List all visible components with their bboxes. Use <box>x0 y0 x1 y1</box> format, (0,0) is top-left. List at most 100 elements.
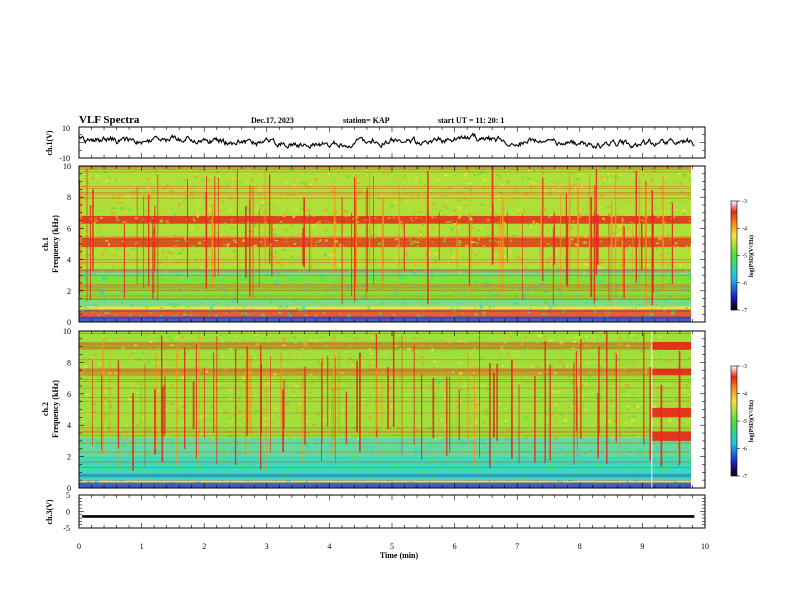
spectrogram-speckle <box>233 296 236 300</box>
spectrogram-speckle <box>631 398 635 400</box>
spectrogram-speckle <box>527 224 530 227</box>
spectrogram-speckle <box>314 257 319 260</box>
spectrogram-speckle <box>385 447 389 451</box>
spectrogram-speckle <box>262 315 266 317</box>
spectrogram-speckle <box>164 356 166 358</box>
spectrogram-speckle <box>450 375 452 378</box>
spectrogram-speckle <box>120 300 124 304</box>
spectrogram-speckle <box>565 365 568 368</box>
spectrogram-speckle <box>152 207 156 209</box>
spectrogram-speckle <box>673 481 678 483</box>
spectrogram-speckle <box>101 252 105 254</box>
spectrogram-speckle <box>438 191 440 193</box>
spectrogram-speckle <box>405 253 408 256</box>
spectrogram-speckle <box>150 377 152 380</box>
spectrogram-speckle <box>567 167 571 170</box>
spectrogram-speckle <box>467 215 471 218</box>
spectrogram-speckle <box>258 475 262 478</box>
spectrogram-speckle <box>505 437 509 440</box>
spectrogram-speckle <box>140 261 142 263</box>
spectrogram-speckle <box>89 462 91 466</box>
spectrogram-speckle <box>178 203 181 207</box>
spectrogram-speckle <box>537 304 539 307</box>
spectrogram-speckle <box>152 176 156 178</box>
spectrogram-speckle <box>360 262 362 265</box>
spectrogram-speckle <box>418 379 422 382</box>
spectrogram-speckle <box>574 186 577 190</box>
spectrogram-speckle <box>452 424 455 426</box>
spectrogram-speckle <box>690 300 691 303</box>
spectrogram-speckle <box>433 267 435 270</box>
spectrogram-speckle <box>118 274 121 277</box>
spectrogram-speckle <box>508 250 512 253</box>
spectrogram-speckle <box>299 168 304 170</box>
spectrogram-speckle <box>287 441 290 443</box>
spectrogram-speckle <box>380 439 383 441</box>
spectrogram-speckle <box>650 168 654 170</box>
spectrogram-speckle <box>463 382 466 385</box>
spectrogram-speckle <box>357 190 360 193</box>
spectrogram-speckle <box>494 453 496 455</box>
spectrogram-speckle <box>479 300 482 303</box>
spectrogram-speckle <box>317 252 321 256</box>
spectrogram-speckle <box>451 455 453 457</box>
spectrogram-speckle <box>621 296 623 300</box>
spectrogram-speckle <box>603 422 606 425</box>
spectrogram-speckle <box>302 182 304 184</box>
spectrogram-speckle <box>286 480 291 482</box>
spectrogram-speckle <box>562 365 567 369</box>
spectrogram-speckle <box>630 450 632 453</box>
y-tick-label: 6 <box>67 224 71 233</box>
spectrogram-speckle <box>514 301 518 305</box>
spectrogram-speckle <box>577 214 582 218</box>
spectrogram-speckle <box>629 184 633 186</box>
spectrogram-speckle <box>362 345 366 348</box>
spectrogram-speckle <box>689 210 691 212</box>
spectrogram-speckle <box>296 198 300 201</box>
spectrogram-speckle <box>400 347 402 350</box>
spectrogram-speckle <box>665 384 668 387</box>
spectrogram-speckle <box>100 291 103 293</box>
spectrogram-speckle <box>204 247 206 250</box>
spectrogram-speckle <box>463 198 467 200</box>
spectrogram-speckle <box>359 239 361 242</box>
spectrogram-speckle <box>624 369 626 371</box>
spectrogram-speckle <box>142 416 147 419</box>
spectrogram-speckle <box>639 403 643 405</box>
spectrogram-speckle <box>609 403 611 405</box>
spectrogram-speckle <box>342 408 346 411</box>
spectrogram-speckle <box>606 284 609 286</box>
spectrogram-speckle <box>633 236 636 239</box>
spectrogram-speckle <box>427 461 431 465</box>
spectrogram-speckle <box>204 292 207 294</box>
spectrogram-speckle <box>411 241 413 243</box>
spectrogram-speckle <box>161 278 165 280</box>
spectrogram-speckle <box>331 462 335 465</box>
spectrogram-speckle <box>596 397 598 400</box>
spectrogram-speckle <box>183 308 188 311</box>
spectrogram-speckle <box>89 189 94 190</box>
spectrogram-speckle <box>239 417 241 420</box>
spectrogram-speckle <box>139 272 141 276</box>
spectrogram-speckle <box>688 217 690 219</box>
spectrogram-speckle <box>595 248 597 252</box>
spectrogram-speckle <box>365 404 369 407</box>
spectrogram-speckle <box>421 222 424 226</box>
spectrogram-speckle <box>617 226 622 229</box>
spectrogram-speckle <box>214 457 216 460</box>
spectrogram-speckle <box>391 231 393 234</box>
spectrogram-speckle <box>408 442 411 445</box>
spectrogram-speckle <box>506 180 510 183</box>
spectrogram-speckle <box>92 353 97 356</box>
spectrogram-speckle <box>218 189 221 192</box>
spectrogram-speckle <box>82 353 85 355</box>
spectrogram-speckle <box>242 464 246 467</box>
spectrogram-speckle <box>655 465 657 467</box>
spectrogram-speckle <box>291 181 293 183</box>
spectrogram-speckle <box>622 364 624 366</box>
spectrogram-speckle <box>518 333 520 336</box>
spectrogram-speckle <box>79 438 84 441</box>
spectrogram-speckle <box>675 398 679 401</box>
spectrogram-speckle <box>482 438 484 441</box>
spectrogram-speckle <box>101 277 106 281</box>
